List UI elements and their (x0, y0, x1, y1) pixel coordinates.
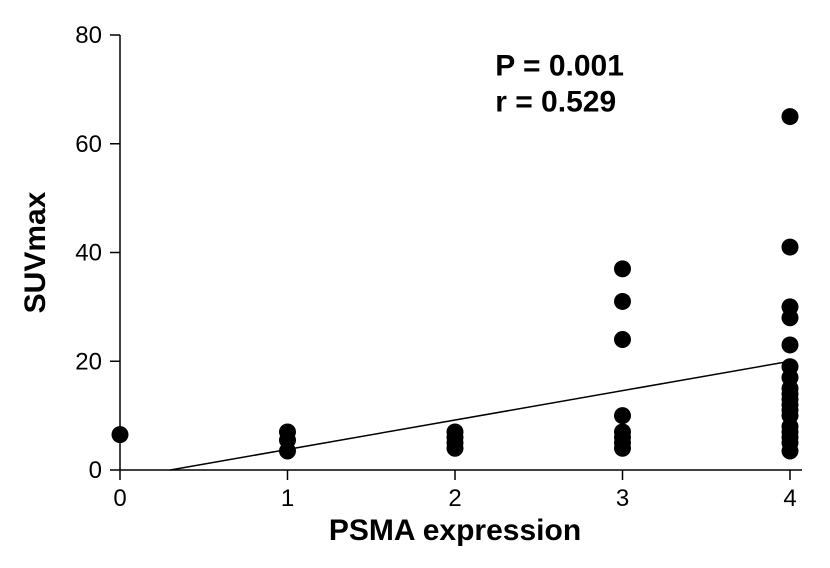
data-point (782, 358, 799, 375)
data-point (614, 407, 631, 424)
data-point (614, 293, 631, 310)
scatter-chart: 01234020406080PSMA expressionSUVmaxP = 0… (0, 0, 830, 568)
x-tick-label: 4 (783, 485, 796, 512)
y-tick-label: 40 (75, 240, 102, 267)
data-point (614, 260, 631, 277)
data-point (614, 331, 631, 348)
x-tick-label: 0 (113, 485, 126, 512)
data-point (614, 423, 631, 440)
chart-svg: 01234020406080PSMA expressionSUVmaxP = 0… (0, 0, 830, 568)
data-point (279, 423, 296, 440)
x-tick-label: 2 (448, 485, 461, 512)
y-tick-label: 0 (89, 457, 102, 484)
y-tick-label: 20 (75, 348, 102, 375)
x-tick-label: 1 (281, 485, 294, 512)
r-value-label: r = 0.529 (495, 85, 616, 118)
x-tick-label: 3 (616, 485, 629, 512)
data-point (782, 108, 799, 125)
data-point (782, 239, 799, 256)
data-point (447, 423, 464, 440)
y-tick-label: 60 (75, 131, 102, 158)
data-point (782, 298, 799, 315)
y-tick-label: 80 (75, 22, 102, 49)
y-axis-title: SUVmax (19, 191, 52, 313)
x-axis-title: PSMA expression (329, 514, 581, 547)
p-value-label: P = 0.001 (495, 49, 624, 82)
data-point (112, 426, 129, 443)
data-point (782, 336, 799, 353)
